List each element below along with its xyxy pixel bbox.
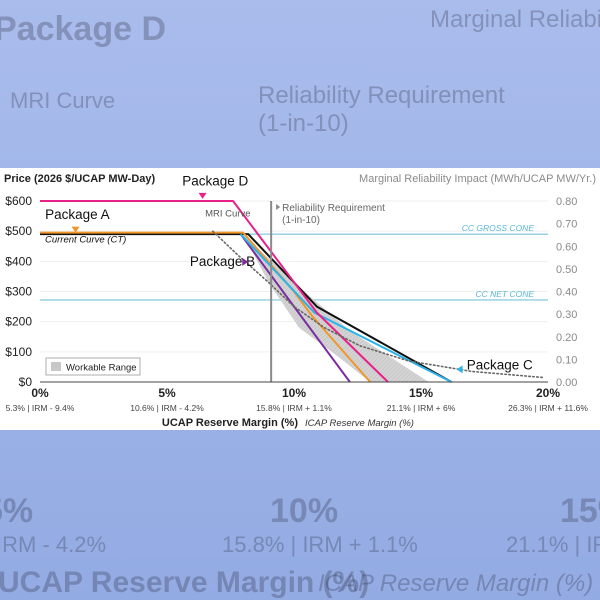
current-curve-label: Current Curve (CT)	[45, 235, 126, 246]
reliability-requirement-arrow	[276, 204, 281, 210]
y-tick-label: $400	[5, 254, 32, 268]
bg-tick-10: 10%	[270, 492, 339, 530]
chart-labels: Reliability Requirement(1-in-10) Package …	[45, 173, 533, 374]
bg-tick-15: 15%	[560, 492, 600, 530]
y2-tick-label: 0.60	[556, 241, 577, 253]
y-tick-label: $100	[5, 345, 32, 359]
label-package-a: Package A	[45, 207, 110, 222]
y2-tick-label: 0.30	[556, 309, 577, 321]
reliability-requirement-label: Reliability Requirement	[282, 203, 385, 214]
marker-package-c	[456, 365, 463, 374]
legend-label-workable-range: Workable Range	[66, 363, 137, 374]
x-tick-sublabel: 15.8% | IRM + 1.1%	[256, 403, 332, 413]
workable-range-area	[243, 234, 429, 382]
x-tick-sublabel: 26.3% | IRM + 11.6%	[508, 403, 588, 413]
legend-box	[45, 357, 141, 376]
x-tick-label: 15%	[409, 386, 433, 400]
ref-label-cc-gross-cone: CC GROSS CONE	[462, 223, 535, 233]
x-tick-sublabel: 10.6% | IRM - 4.2%	[130, 403, 204, 413]
legend-swatch-workable-range	[51, 362, 61, 371]
y2-tick-label: 0.50	[556, 264, 577, 276]
label-package-d: Package D	[182, 173, 248, 188]
y-tick-label: $300	[5, 285, 32, 299]
series-line-current-curve-ct	[40, 233, 452, 383]
bg-sub-5: IRM - 4.2%	[0, 532, 107, 557]
series-line-mri-curve	[211, 230, 544, 379]
y-axis-title: Price (2026 $/UCAP MW-Day)	[4, 173, 156, 185]
y2-tick-label: 0.70	[556, 219, 577, 231]
workable-range-region	[243, 234, 429, 382]
y-tick-label: $200	[5, 315, 32, 329]
bg-mri-label: MRI Curve	[10, 88, 116, 113]
marker-package-a	[71, 226, 80, 233]
y2-tick-label: 0.20	[556, 332, 577, 344]
chart-card: CC GROSS CONE CC NET CONE $0 $100 $200 $300 $…	[0, 168, 600, 430]
bg-rr-label: Reliability Requirement	[258, 82, 505, 109]
bg-rr-sub: (1-in-10)	[258, 110, 349, 137]
bg-title-right: Marginal Reliabi	[430, 6, 600, 33]
x-tick-label: 0%	[31, 386, 49, 400]
bg-xlabel: UCAP Reserve Margin (%)	[0, 566, 370, 599]
axes: $0 $100 $200 $300 $400 $500 $600 0.00 0.10 0.20 0.…	[4, 173, 596, 429]
y-tick-label: $500	[5, 224, 32, 238]
series-line-package-d	[40, 200, 389, 383]
y2-axis-title: Marginal Reliability Impact (MWh/UCAP MW…	[359, 173, 596, 185]
y2-tick-label: 0.10	[556, 354, 577, 366]
ref-label-cc-net-cone: CC NET CONE	[475, 289, 534, 299]
label-package-c: Package C	[467, 357, 533, 372]
x-axis-title: UCAP Reserve Margin (%)	[162, 417, 298, 429]
bg-tick-5: 5%	[0, 492, 34, 530]
x-tick-sublabel: 21.1% | IRM + 6%	[387, 403, 456, 413]
x-tick-label: 20%	[536, 386, 560, 400]
series-line-package-c	[239, 233, 452, 383]
bg-xlabel2: ICAP Reserve Margin (%)	[318, 570, 594, 597]
label-package-b: Package B	[190, 254, 255, 269]
x-tick-label: 10%	[282, 386, 306, 400]
legend: Workable Range	[45, 357, 141, 376]
x-tick-label: 5%	[158, 386, 176, 400]
bg-sub-15: 21.1% | IR	[506, 532, 600, 557]
marker-package-d	[198, 192, 207, 199]
x-axis-subtitle: ICAP Reserve Margin (%)	[305, 418, 414, 429]
y2-tick-label: 0.00	[556, 377, 577, 389]
mri-curve-label: MRI Curve	[205, 209, 250, 220]
series-line-package-b	[239, 233, 351, 383]
bg-sub-10: 15.8% | IRM + 1.1%	[222, 532, 418, 557]
series-lines	[40, 200, 544, 383]
reliability-requirement-sublabel: (1-in-10)	[282, 215, 320, 226]
y2-tick-label: 0.80	[556, 196, 577, 208]
x-tick-sublabel: 5.3% | IRM - 9.4%	[6, 403, 75, 413]
bg-title-left: Package D	[0, 10, 166, 48]
marker-package-b	[242, 257, 249, 266]
y2-tick-label: 0.40	[556, 287, 577, 299]
y-tick-label: $600	[5, 194, 32, 208]
y-tick-label: $0	[19, 375, 33, 389]
